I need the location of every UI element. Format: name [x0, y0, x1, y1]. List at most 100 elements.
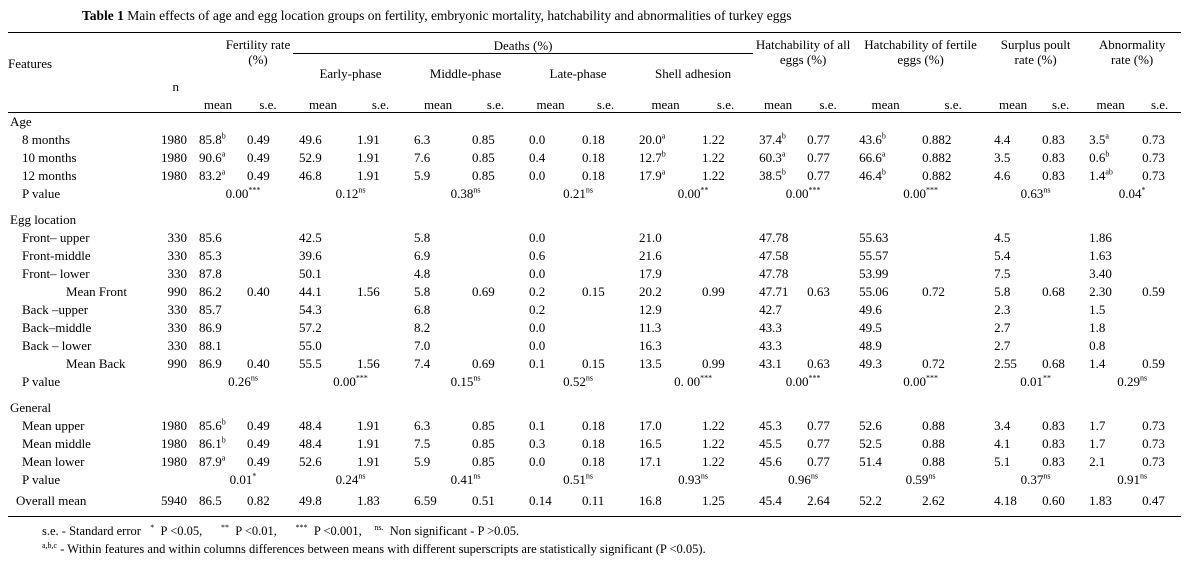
row-label: Front-middle: [22, 247, 91, 263]
cell-se: 0.63: [807, 355, 830, 371]
cell-se: 0.99: [702, 283, 725, 299]
cell-mean: 43.6b: [853, 131, 918, 149]
mean-value: 55.0: [299, 337, 322, 353]
p-value: 0.38ns: [408, 185, 523, 203]
blank: [143, 471, 193, 489]
mean-value: 47.78: [759, 265, 789, 281]
mean-value: 49.6: [299, 131, 322, 147]
row-label: 12 months: [22, 167, 77, 183]
cell-se: [243, 229, 293, 247]
table-row: Back – lower 330 88.1 55.0 7.0 0.0 16.3 43.3 48.…: [8, 337, 1181, 355]
cell-mean: 6.59: [408, 491, 469, 517]
mean-value: 66.6: [859, 149, 882, 165]
header-early: Early-phase: [319, 66, 382, 82]
table-row: Mean upper 1980 85.6b 0.49 48.4 1.91 6.3 0.85 0.…: [8, 417, 1181, 435]
table-row: Front– lower 330 87.8 50.1 4.8 0.0 17.9 47.78 53…: [8, 265, 1181, 283]
cell-se: 0.77: [807, 131, 830, 147]
table-row: 8 months 1980 85.8b 0.49 49.6 1.91 6.3 0.85 0.0 0…: [8, 131, 1181, 149]
cell-se: 1.22: [702, 149, 725, 165]
cell-se: 0.49: [247, 453, 270, 469]
mean-value: 4.4: [994, 131, 1011, 147]
mean-value: 45.3: [759, 417, 782, 433]
row-n: 330: [167, 301, 188, 317]
cell-se: [353, 265, 408, 283]
cell-mean: 57.2: [293, 319, 353, 337]
cell-mean: 43.1: [753, 355, 803, 373]
cell-se: 0.60: [1038, 491, 1084, 517]
mean-value: 5.8: [994, 283, 1011, 299]
mean-value: 17.0: [639, 417, 662, 433]
mean-value: 60.3: [759, 149, 782, 165]
mean-value: 3.5: [994, 149, 1011, 165]
significance: ***: [248, 185, 261, 195]
cell-se: [1138, 247, 1181, 265]
header-deaths: Deaths (%): [293, 32, 754, 54]
cell-mean: 49.6: [293, 131, 353, 149]
significance: **: [700, 185, 709, 195]
cell-se: 0.882: [922, 149, 952, 165]
mean-value: 48.4: [299, 417, 322, 433]
significance: ns: [473, 471, 481, 481]
mean-value: 55.06: [859, 283, 889, 299]
row-n: 990: [167, 283, 188, 299]
superscript: a: [221, 453, 226, 463]
significance: ns: [585, 373, 593, 383]
cell-mean: 0.0: [523, 167, 578, 185]
cell-se: [353, 229, 408, 247]
p-number: 0.26: [228, 373, 251, 389]
cell-mean: 60.3a: [753, 149, 803, 167]
cell-mean: 0.14: [523, 491, 579, 517]
p-number: 0.51: [563, 471, 586, 487]
cell-se: [1038, 265, 1083, 283]
cell-mean: 11.3: [633, 319, 698, 337]
cell-se: 1.22: [702, 453, 725, 469]
cell-mean: 0.4: [523, 149, 578, 167]
mean-value: 39.6: [299, 247, 322, 263]
cell-mean: 3.5a: [1083, 131, 1138, 149]
row-n: 1980: [161, 417, 187, 433]
cell-mean: 49.8: [293, 491, 354, 517]
mean-value: 1.5: [1089, 301, 1106, 317]
p-number: 0.00: [903, 373, 926, 389]
mean-value: 85.3: [199, 247, 222, 263]
cell-se: 0.11: [578, 491, 634, 517]
mean-value: 55.63: [859, 229, 889, 245]
cell-mean: 0.3: [523, 435, 578, 453]
cell-se: 1.91: [357, 131, 380, 147]
cell-mean: 4.8: [408, 265, 468, 283]
mean-value: 49.3: [859, 355, 882, 371]
cell-se: [243, 265, 293, 283]
significance: ns: [585, 471, 593, 481]
cell-se: 0.40: [247, 355, 270, 371]
cell-mean: 0.0: [523, 265, 578, 283]
blank: [143, 185, 193, 203]
cell-mean: 85.3: [193, 247, 243, 265]
header-se: s.e.: [918, 93, 989, 113]
row-n: 5940: [143, 491, 193, 517]
mean-value: 45.4: [759, 492, 782, 508]
mean-value: 4.1: [994, 435, 1011, 451]
cell-mean: 4.4: [988, 131, 1038, 149]
cell-se: 0.72: [922, 283, 945, 299]
cell-se: [578, 265, 633, 283]
row-n: 330: [167, 265, 188, 281]
mean-value: 87.9: [199, 453, 222, 469]
header-mean: mean: [633, 93, 699, 113]
p-value: 0. 00***: [633, 373, 753, 391]
p-number: 0.00: [677, 185, 701, 201]
cell-mean: 6.3: [408, 417, 468, 435]
significance: ns: [1043, 185, 1051, 195]
p-value-row: P value 0.01* 0.24ns 0.41ns 0.51ns 0.93ns 0.96…: [8, 471, 1181, 489]
cell-se: [698, 247, 753, 265]
cell-mean: 21.0: [633, 229, 698, 247]
cell-mean: 49.6: [853, 301, 918, 319]
significance: ns: [250, 373, 258, 383]
p-value: 0.63ns: [988, 185, 1083, 203]
cell-se: 0.73: [1142, 167, 1165, 183]
header-middle: Middle-phase: [429, 66, 502, 82]
superscript: a: [781, 149, 786, 159]
p-value: 0.00***: [753, 373, 853, 391]
cell-se: 0.51: [468, 491, 524, 517]
significance: ns: [473, 185, 481, 195]
row-n: 1980: [161, 149, 187, 165]
